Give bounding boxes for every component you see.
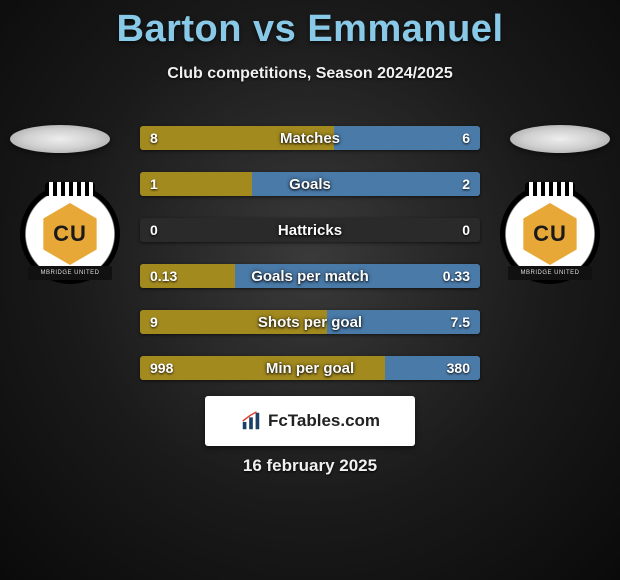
stat-row: 97.5Shots per goal [140, 310, 480, 334]
stat-value-left: 0.13 [140, 264, 187, 288]
halo-right [510, 125, 610, 153]
crest-banner: MBRIDGE UNITED [520, 270, 579, 276]
stat-row: 12Goals [140, 172, 480, 196]
footer-brand-text: FcTables.com [268, 411, 380, 431]
chart-icon [240, 410, 262, 432]
page-title: Barton vs Emmanuel [0, 0, 620, 51]
stat-value-right: 0.33 [433, 264, 480, 288]
stat-label: Hattricks [140, 218, 480, 242]
footer-brand-box: FcTables.com [205, 396, 415, 446]
stat-value-right: 6 [452, 126, 480, 150]
crest-monogram: CU [533, 221, 567, 247]
stat-value-right: 7.5 [441, 310, 480, 334]
stat-row: 0.130.33Goals per match [140, 264, 480, 288]
crest-right: CU MBRIDGE UNITED [500, 184, 600, 284]
stat-bars: 86Matches12Goals00Hattricks0.130.33Goals… [140, 126, 480, 380]
stat-row: 998380Min per goal [140, 356, 480, 380]
stat-value-left: 1 [140, 172, 168, 196]
stat-row: 0 0Hattricks [140, 218, 480, 242]
stat-fill-left [140, 310, 327, 334]
date-text: 16 february 2025 [0, 456, 620, 476]
halo-left [10, 125, 110, 153]
stat-value-right: 2 [452, 172, 480, 196]
stat-value-right: 0 [452, 218, 480, 242]
stat-value-right: 380 [437, 356, 480, 380]
crest-monogram: CU [53, 221, 87, 247]
crest-left: CU MBRIDGE UNITED [20, 184, 120, 284]
stat-value-left: 998 [140, 356, 183, 380]
stat-row: 86Matches [140, 126, 480, 150]
crest-banner: MBRIDGE UNITED [40, 270, 99, 276]
stat-value-left: 0 [140, 218, 168, 242]
stat-value-left: 8 [140, 126, 168, 150]
subtitle: Club competitions, Season 2024/2025 [0, 65, 620, 83]
stat-fill-left [140, 126, 334, 150]
stat-fill-right [252, 172, 480, 196]
stat-value-left: 9 [140, 310, 168, 334]
